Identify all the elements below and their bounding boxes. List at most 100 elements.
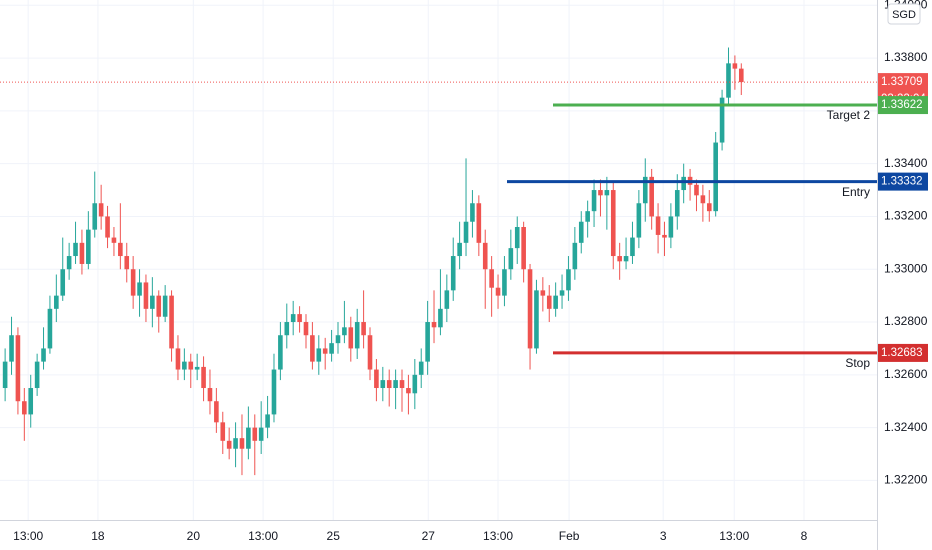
candle-body xyxy=(271,369,277,415)
candle-body xyxy=(86,229,91,264)
candle-body xyxy=(617,256,622,262)
candle-body xyxy=(585,211,590,222)
candle-body xyxy=(290,314,296,323)
candle-body xyxy=(668,216,674,238)
candle-body xyxy=(438,308,443,328)
x-tick-label: 25 xyxy=(327,529,341,543)
candle-body xyxy=(342,327,347,336)
candle-body xyxy=(41,348,46,362)
candle-body xyxy=(137,282,142,296)
candle-body xyxy=(284,322,290,336)
candle-body xyxy=(105,216,110,238)
currency-label: SGD xyxy=(892,9,916,21)
candle-body xyxy=(226,440,232,449)
candle-body xyxy=(60,269,66,296)
candle-body xyxy=(476,203,482,243)
y-tick-label: 1.32400 xyxy=(884,420,928,434)
candle-body xyxy=(598,190,603,196)
candle-body xyxy=(124,256,130,270)
candle-body xyxy=(726,63,731,98)
level-badge xyxy=(878,172,928,191)
candle-body xyxy=(66,256,72,270)
candle-body xyxy=(374,369,379,389)
candle-body xyxy=(713,142,718,212)
candle-body xyxy=(297,314,302,323)
candle-body xyxy=(265,414,270,428)
candle-body xyxy=(578,221,584,243)
candle-body xyxy=(348,327,354,349)
candle-body xyxy=(527,269,533,349)
currency-badge[interactable] xyxy=(887,3,921,25)
candle-body xyxy=(118,242,123,257)
candle-body xyxy=(514,227,520,249)
candle-body xyxy=(418,361,424,375)
candle-body xyxy=(482,242,488,270)
candle-body xyxy=(28,388,34,415)
candle-body xyxy=(156,295,162,317)
candle-body xyxy=(681,176,686,191)
candle-body xyxy=(706,203,712,212)
x-tick-label: 20 xyxy=(187,529,201,543)
candle-body xyxy=(188,361,194,370)
candle-body xyxy=(47,308,53,349)
candle-body xyxy=(303,322,309,336)
candle-body xyxy=(591,190,597,212)
candle-body xyxy=(732,63,738,69)
candle-body xyxy=(207,388,213,402)
candle-body xyxy=(143,282,149,309)
candle-body xyxy=(450,256,456,291)
candle-body xyxy=(92,203,98,230)
candle-body xyxy=(310,335,315,362)
candle-body xyxy=(214,401,219,423)
plot-area: Target 2 Entry Stop xyxy=(0,47,877,476)
candle-body xyxy=(246,427,251,449)
x-tick-label: 13:00 xyxy=(248,529,278,543)
y-tick-label: 1.32200 xyxy=(884,473,928,487)
y-tick-label: 1.32800 xyxy=(884,314,928,328)
candle-body xyxy=(412,374,418,394)
level-value: 1.32683 xyxy=(881,347,923,359)
y-tick-label: 1.33400 xyxy=(884,156,928,170)
y-tick-label: 1.33000 xyxy=(884,261,928,275)
candle-body xyxy=(425,322,430,362)
candle-body xyxy=(367,335,373,370)
candle-body xyxy=(252,427,258,441)
candle-body xyxy=(130,269,136,296)
candle-body xyxy=(534,290,539,349)
candle-body xyxy=(278,335,283,370)
candle-body xyxy=(495,287,501,296)
candle-body xyxy=(662,234,667,238)
candle-body xyxy=(655,216,661,235)
candle-body xyxy=(502,269,507,296)
candle-body xyxy=(239,438,245,449)
candle-body xyxy=(182,361,187,370)
candle-body xyxy=(335,335,341,344)
candle-body xyxy=(540,290,546,296)
candle-body xyxy=(175,348,181,370)
candle-body xyxy=(406,388,411,394)
level-name: Entry xyxy=(842,185,870,199)
candle-body xyxy=(457,242,462,257)
candle-body xyxy=(162,295,168,317)
candle-body xyxy=(431,322,437,328)
candle-body xyxy=(566,269,571,291)
candle-body xyxy=(489,269,494,288)
candle-body xyxy=(694,184,699,196)
x-tick-label: 18 xyxy=(91,529,105,543)
candle-body xyxy=(642,176,648,204)
candle-body xyxy=(700,195,706,204)
axes: 1.32200 1.32400 1.32600 1.32800 1.33000 1.332… xyxy=(13,0,928,543)
candle-body xyxy=(169,295,174,349)
candle-body xyxy=(54,295,59,309)
level-value: 1.33622 xyxy=(881,99,923,111)
candle-body xyxy=(73,242,78,257)
level-name: Target 2 xyxy=(827,108,871,122)
candle-body xyxy=(610,190,616,257)
candle-body xyxy=(674,190,680,217)
level-name: Stop xyxy=(845,356,870,370)
candle-body xyxy=(9,335,14,362)
candle-body xyxy=(572,242,578,270)
grid xyxy=(0,0,877,520)
